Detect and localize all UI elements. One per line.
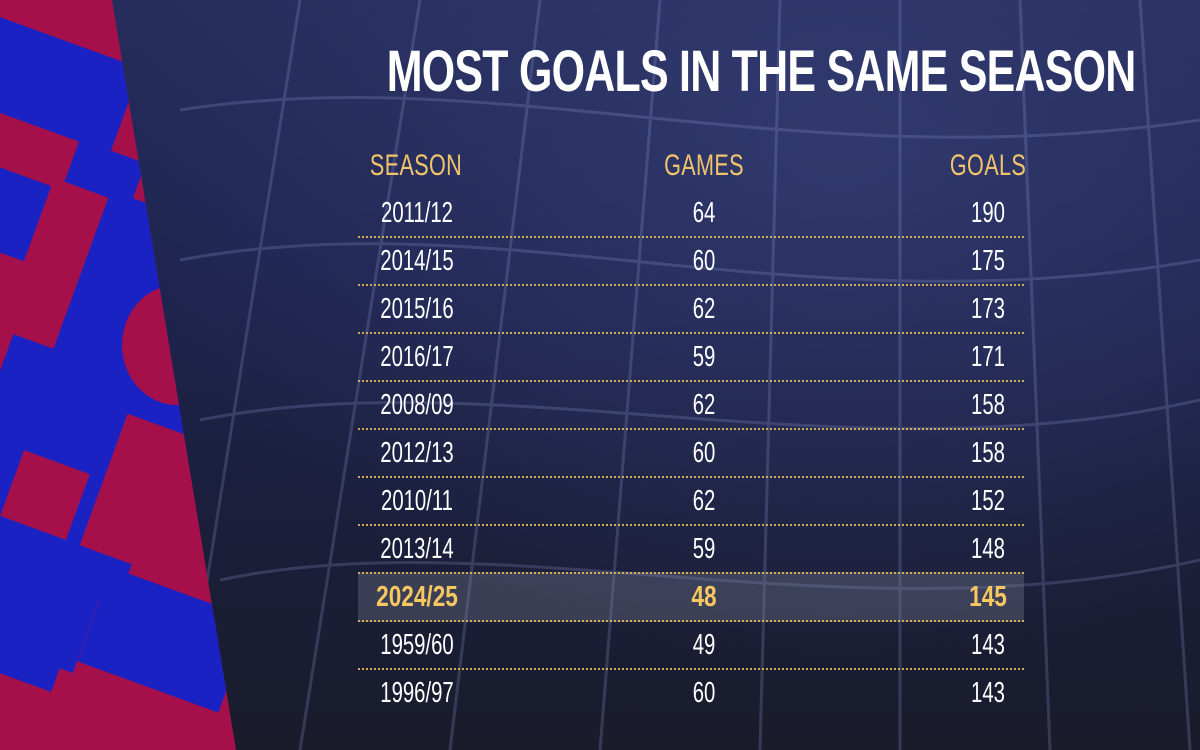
goals-cell: 190 [971,196,1005,229]
table-header: SEASON GAMES GOALS [358,142,1026,190]
goals-table: SEASON GAMES GOALS 2011/12 64 190 2014/1… [358,142,1026,716]
table-row: 1996/97 60 143 [358,670,1024,716]
games-cell: 48 [691,580,717,613]
games-cell: 59 [692,532,716,565]
season-cell: 2008/09 [380,388,454,421]
games-cell: 59 [692,340,716,373]
goals-cell: 152 [971,484,1005,517]
header-season: SEASON [369,149,463,182]
header-games: GAMES [664,149,744,182]
games-cell: 60 [692,436,716,469]
season-cell: 1959/60 [380,628,454,661]
games-cell: 49 [692,628,716,661]
games-cell: 60 [692,676,716,709]
season-cell: 2015/16 [380,292,454,325]
games-cell: 62 [692,388,716,421]
season-cell: 2014/15 [380,244,454,277]
season-cell: 1996/97 [380,676,454,709]
table-row: 2013/14 59 148 [358,526,1024,574]
table-row: 2008/09 62 158 [358,382,1024,430]
season-cell: 2016/17 [380,340,454,373]
goals-cell: 145 [969,580,1007,613]
goals-cell: 171 [971,340,1005,373]
goals-cell: 175 [971,244,1005,277]
table-row: 2014/15 60 175 [358,238,1024,286]
goals-cell: 158 [971,388,1005,421]
goals-cell: 148 [971,532,1005,565]
goals-cell: 143 [971,628,1005,661]
page-title: MOST GOALS IN THE SAME SEASON [386,39,1137,104]
table-row: 2015/16 62 173 [358,286,1024,334]
season-cell: 2011/12 [381,196,453,229]
table-row: 1959/60 49 143 [358,622,1024,670]
table-row: 2016/17 59 171 [358,334,1024,382]
season-cell: 2010/11 [381,484,453,517]
games-cell: 64 [692,196,716,229]
table-row: 2011/12 64 190 [358,190,1024,238]
goals-cell: 173 [971,292,1005,325]
games-cell: 62 [692,484,716,517]
games-cell: 60 [692,244,716,277]
season-cell: 2012/13 [380,436,454,469]
season-cell: 2024/25 [376,580,458,613]
goals-cell: 143 [971,676,1005,709]
table-row: 2012/13 60 158 [358,430,1024,478]
goals-cell: 158 [971,436,1005,469]
table-row: 2010/11 62 152 [358,478,1024,526]
games-cell: 62 [692,292,716,325]
highlighted-row-current-season: 2024/25 48 145 [358,572,1024,622]
header-goals: GOALS [949,149,1027,182]
season-cell: 2013/14 [380,532,454,565]
